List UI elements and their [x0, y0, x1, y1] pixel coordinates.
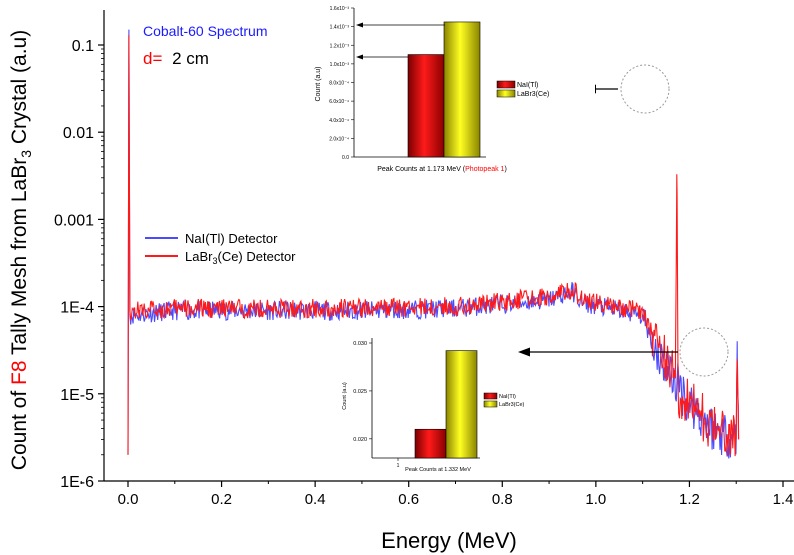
x-tick-label: 1.0: [585, 491, 606, 508]
callout-circle-peak1: [620, 64, 670, 114]
y-label-highlight: F8: [8, 360, 31, 385]
y-tick-label: 1E-6: [60, 474, 94, 491]
inset2-y-ticks: 0.020 0.025 0.030: [353, 341, 372, 443]
x-axis-label: Energy (MeV): [381, 528, 517, 553]
x-tick-label: 0.0: [118, 491, 139, 508]
x-tick-label: 0.6: [398, 491, 419, 508]
inset2-y-label: Count (a.u): [342, 382, 348, 410]
inset-chart-peak2: 0.020 0.025 0.030 1 Count (a.u) Peak Count…: [338, 336, 525, 476]
inset-bar-nai: [407, 54, 445, 158]
inset-y-tick-label: 1.2x10⁻³: [330, 43, 350, 49]
inset1-y-ticks: 0.0 2.0x10⁻⁴ 4.0x10⁻⁴ 6.0x10⁻⁴ 8.0x10⁻⁴ 1.0x1…: [329, 6, 354, 161]
inset1-ref-arrow-1: [356, 22, 363, 28]
inset-y-tick-label: 4.0x10⁻⁴: [329, 118, 349, 124]
inset2-x-tick-label: 1: [397, 463, 400, 469]
y-label-suffix: Crystal (a.u): [8, 30, 31, 150]
subtitle-prefix: d=: [143, 49, 162, 68]
inset1-ref-arrow-2: [356, 54, 363, 60]
inset-chart-peak1: 0.0 2.0x10⁻⁴ 4.0x10⁻⁴ 6.0x10⁻⁴ 8.0x10⁻⁴ 1.0x1…: [305, 2, 595, 178]
inset1-y-label: Count (a.u): [315, 66, 322, 101]
legend-label-labr: LaBr3(Ce) Detector: [185, 249, 296, 266]
inset2-legend-swatch-nai: [483, 392, 498, 400]
inset-y-tick-label: 1.0x10⁻³: [330, 62, 350, 68]
inset-y-tick-label: 1.4x10⁻³: [330, 25, 350, 31]
y-label-middle: Tally Mesh from LaBr: [8, 158, 31, 361]
x-tick-label: 0.2: [211, 491, 232, 508]
y-tick-label: 1E-5: [60, 387, 94, 404]
subtitle-value: 2 cm: [172, 49, 209, 68]
y-ticks: 1E-6 1E-5 1E-4 0.001 0.01 0.1: [54, 38, 104, 491]
y-tick-label: 1E-4: [60, 300, 94, 317]
x-tick-label: 0.8: [492, 491, 513, 508]
inset-y-tick-label: 0.030: [353, 341, 367, 347]
inset-bar-labr: [445, 350, 478, 459]
inset1-legend-label-labr: LaBr3(Ce): [517, 91, 549, 98]
inset-bar-nai: [414, 428, 447, 459]
legend-label-nai: NaI(Tl) Detector: [185, 231, 278, 246]
y-axis-label: Count of F8 Tally Mesh from LaBr3 Crysta…: [8, 30, 34, 470]
inset1-legend-swatch-nai: [496, 80, 516, 89]
main-legend: NaI(Tl) Detector LaBr3(Ce) Detector: [145, 231, 296, 266]
inset-bar-labr: [443, 21, 481, 158]
inset2-legend: NaI(Tl) LaBr3(Ce): [483, 392, 525, 408]
x-tick-label: 1.4: [773, 491, 794, 508]
y-label-prefix: Count of: [8, 385, 31, 470]
chart-subtitle: d= 2 cm: [143, 49, 209, 68]
inset2-legend-swatch-labr: [483, 400, 498, 408]
x-tick-label: 1.2: [679, 491, 700, 508]
inset-y-tick-label: 1.6x10⁻³: [330, 6, 350, 12]
y-tick-label: 0.01: [63, 125, 94, 142]
inset1-x-label: Peak Counts at 1.173 MeV (Photopeak 1): [377, 166, 507, 173]
inset2-bars: [414, 350, 478, 459]
inset-y-tick-label: 8.0x10⁻⁴: [329, 81, 349, 87]
x-ticks: 0.0 0.2 0.4 0.6 0.8 1.0 1.2 1.4: [80, 481, 794, 508]
y-tick-label: 0.001: [54, 212, 94, 229]
inset2-legend-label-labr: LaBr3(Ce): [499, 402, 525, 408]
series-line-labr: [127, 35, 740, 457]
callout-circle-peak2: [679, 327, 729, 377]
inset-y-tick-label: 0.025: [353, 389, 367, 395]
inset2-x-label: Peak Counts at 1.332 MeV: [405, 467, 471, 473]
y-label-subscript: 3: [18, 150, 34, 158]
x-tick-label: 0.4: [305, 491, 326, 508]
y-tick-label: 0.1: [72, 38, 94, 55]
inset-y-tick-label: 0.020: [353, 437, 367, 443]
inset1-legend-label-nai: NaI(Tl): [517, 82, 538, 89]
inset1-legend: NaI(Tl) LaBr3(Ce): [496, 80, 549, 98]
inset-y-tick-label: 0.0: [342, 155, 349, 161]
chart-title: Cobalt-60 Spectrum: [143, 23, 268, 39]
inset1-bars: [407, 21, 481, 158]
inset-y-tick-label: 2.0x10⁻⁴: [329, 136, 349, 142]
series-lines: [127, 29, 740, 459]
inset2-legend-label-nai: NaI(Tl): [499, 394, 516, 400]
inset1-legend-swatch-labr: [496, 89, 516, 98]
inset-y-tick-label: 6.0x10⁻⁴: [329, 99, 349, 105]
arrowhead-peak2: [518, 347, 530, 357]
